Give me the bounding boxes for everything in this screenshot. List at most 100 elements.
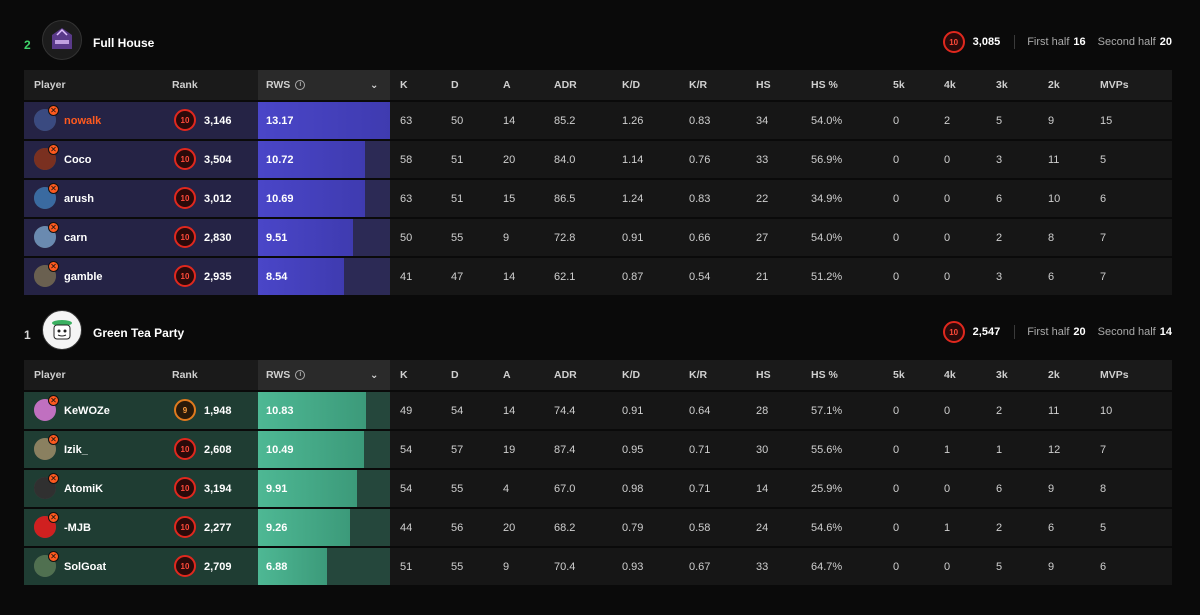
stat-kd: 1.14 <box>622 153 644 166</box>
chevron-down-icon[interactable]: ⌄ <box>370 79 379 91</box>
avatar[interactable]: ✕ <box>34 144 59 170</box>
column-header-k2[interactable]: 2k <box>1048 79 1060 91</box>
stat-adr: 70.4 <box>554 560 576 573</box>
player-name[interactable]: SolGoat <box>64 560 107 573</box>
team-name[interactable]: Full House <box>93 36 155 50</box>
column-header-k4[interactable]: 4k <box>944 369 956 381</box>
column-header-hs[interactable]: HS <box>756 369 771 381</box>
avatar[interactable]: ✕ <box>34 473 59 499</box>
avatar[interactable]: ✕ <box>34 222 59 248</box>
column-header-a[interactable]: A <box>503 79 511 91</box>
column-header-a[interactable]: A <box>503 369 511 381</box>
column-header-kd[interactable]: K/D <box>622 369 641 381</box>
stat-a: 20 <box>503 521 516 534</box>
skill-level-icon: 10 <box>942 31 965 53</box>
stat-k2: 6 <box>1048 521 1055 534</box>
column-header-k3[interactable]: 3k <box>996 369 1008 381</box>
stat-mvps: 6 <box>1100 560 1107 573</box>
column-header-kr[interactable]: K/R <box>689 79 708 91</box>
player-row[interactable]: ✕ Coco 10 3,504 10.72 58 51 20 84.0 1.14 0.76 33 56.… <box>24 141 1172 178</box>
stat-k3: 5 <box>996 560 1003 573</box>
stat-k2: 6 <box>1048 270 1055 283</box>
player-row[interactable]: ✕ AtomiK 10 3,194 9.91 54 55 4 67.0 0.98 0.71 14 25.… <box>24 470 1172 507</box>
stat-kr: 0.83 <box>689 192 711 205</box>
avatar[interactable]: ✕ <box>34 395 59 421</box>
stat-k4: 0 <box>944 482 951 495</box>
player-elo: 1,948 <box>204 404 232 417</box>
avatar[interactable]: ✕ <box>34 434 59 460</box>
rws-bar <box>258 431 364 468</box>
column-header-hs[interactable]: HS <box>756 79 771 91</box>
player-name[interactable]: gamble <box>64 270 103 283</box>
player-row[interactable]: ✕ gamble 10 2,935 8.54 41 47 14 62.1 0.87 0.54 21 51… <box>24 258 1172 295</box>
avatar[interactable]: ✕ <box>34 105 59 131</box>
team-section: 2 Full House 10 3,085 First half 16 Second hal… <box>24 20 1172 297</box>
column-header-k2[interactable]: 2k <box>1048 369 1060 381</box>
column-header-d[interactable]: D <box>451 369 459 381</box>
stat-hs: 14 <box>756 482 769 495</box>
column-header-rws[interactable]: RWS i <box>266 70 306 100</box>
stat-kd: 1.24 <box>622 192 644 205</box>
player-name[interactable]: Coco <box>64 153 92 166</box>
column-header-mvps[interactable]: MVPs <box>1100 79 1129 91</box>
column-header-k3[interactable]: 3k <box>996 79 1008 91</box>
stat-d: 51 <box>451 153 464 166</box>
column-header-k4[interactable]: 4k <box>944 79 956 91</box>
premium-badge-icon: ✕ <box>48 222 59 233</box>
avatar[interactable]: ✕ <box>34 512 59 538</box>
divider <box>1014 35 1016 49</box>
player-row[interactable]: ✕ KeWOZe 9 1,948 10.83 49 54 14 74.4 0.91 0.64 28 57… <box>24 392 1172 429</box>
stat-mvps: 7 <box>1100 270 1107 283</box>
info-icon[interactable]: i <box>295 80 306 90</box>
stat-mvps: 6 <box>1100 192 1107 205</box>
stat-k5: 0 <box>893 114 900 127</box>
column-header-kd[interactable]: K/D <box>622 79 641 91</box>
column-header-k5[interactable]: 5k <box>893 369 905 381</box>
column-header-k[interactable]: K <box>400 369 408 381</box>
chevron-down-icon[interactable]: ⌄ <box>370 369 379 381</box>
avatar[interactable]: ✕ <box>34 261 59 287</box>
avatar[interactable]: ✕ <box>34 183 59 209</box>
avatar[interactable]: ✕ <box>34 551 59 577</box>
stat-a: 9 <box>503 231 510 244</box>
column-header-mvps[interactable]: MVPs <box>1100 369 1129 381</box>
player-row[interactable]: ✕ Izik_ 10 2,608 10.49 54 57 19 87.4 0.95 0.71 30 55… <box>24 431 1172 468</box>
rws-bar <box>258 258 344 295</box>
player-row[interactable]: ✕ nowalk 10 3,146 13.17 63 50 14 85.2 1.26 0.83 34 5… <box>24 102 1172 139</box>
column-header-k5[interactable]: 5k <box>893 79 905 91</box>
player-name[interactable]: nowalk <box>64 114 102 127</box>
player-row[interactable]: ✕ carn 10 2,830 9.51 50 55 9 72.8 0.91 0.66 27 54.0%… <box>24 219 1172 256</box>
player-name[interactable]: KeWOZe <box>64 404 110 417</box>
player-name[interactable]: -MJB <box>64 521 91 534</box>
stat-mvps: 7 <box>1100 231 1107 244</box>
player-name[interactable]: Izik_ <box>64 443 88 456</box>
premium-badge-icon: ✕ <box>48 434 59 445</box>
column-header-player[interactable]: Player <box>34 369 66 381</box>
stats-table: Player Rank RWS i ⌄ K D A ADR K/D K/R HS HS % 5k 4k 3k 2… <box>24 70 1172 295</box>
column-header-player[interactable]: Player <box>34 79 66 91</box>
player-name[interactable]: AtomiK <box>64 482 104 495</box>
column-header-kr[interactable]: K/R <box>689 369 708 381</box>
player-row[interactable]: ✕ -MJB 10 2,277 9.26 44 56 20 68.2 0.79 0.58 24 54.6… <box>24 509 1172 546</box>
column-header-rws[interactable]: RWS i <box>266 360 306 390</box>
stat-k5: 0 <box>893 153 900 166</box>
column-header-adr[interactable]: ADR <box>554 369 577 381</box>
column-header-d[interactable]: D <box>451 79 459 91</box>
premium-badge-icon: ✕ <box>48 183 59 194</box>
player-name[interactable]: arush <box>64 192 94 205</box>
team-name[interactable]: Green Tea Party <box>93 326 185 340</box>
column-header-k[interactable]: K <box>400 79 408 91</box>
player-name[interactable]: carn <box>64 231 88 244</box>
player-cell-bg <box>24 509 258 546</box>
column-header-hsp[interactable]: HS % <box>811 79 838 91</box>
column-header-rank[interactable]: Rank <box>172 369 198 381</box>
player-row[interactable]: ✕ SolGoat 10 2,709 6.88 51 55 9 70.4 0.93 0.67 33 64… <box>24 548 1172 585</box>
player-row[interactable]: ✕ arush 10 3,012 10.69 63 51 15 86.5 1.24 0.83 22 34… <box>24 180 1172 217</box>
info-icon[interactable]: i <box>295 370 306 380</box>
stat-k4: 0 <box>944 192 951 205</box>
column-header-hsp[interactable]: HS % <box>811 369 838 381</box>
skill-level-icon: 10 <box>174 226 196 248</box>
column-header-rank[interactable]: Rank <box>172 79 198 91</box>
player-cell-bg <box>24 431 258 468</box>
column-header-adr[interactable]: ADR <box>554 79 577 91</box>
